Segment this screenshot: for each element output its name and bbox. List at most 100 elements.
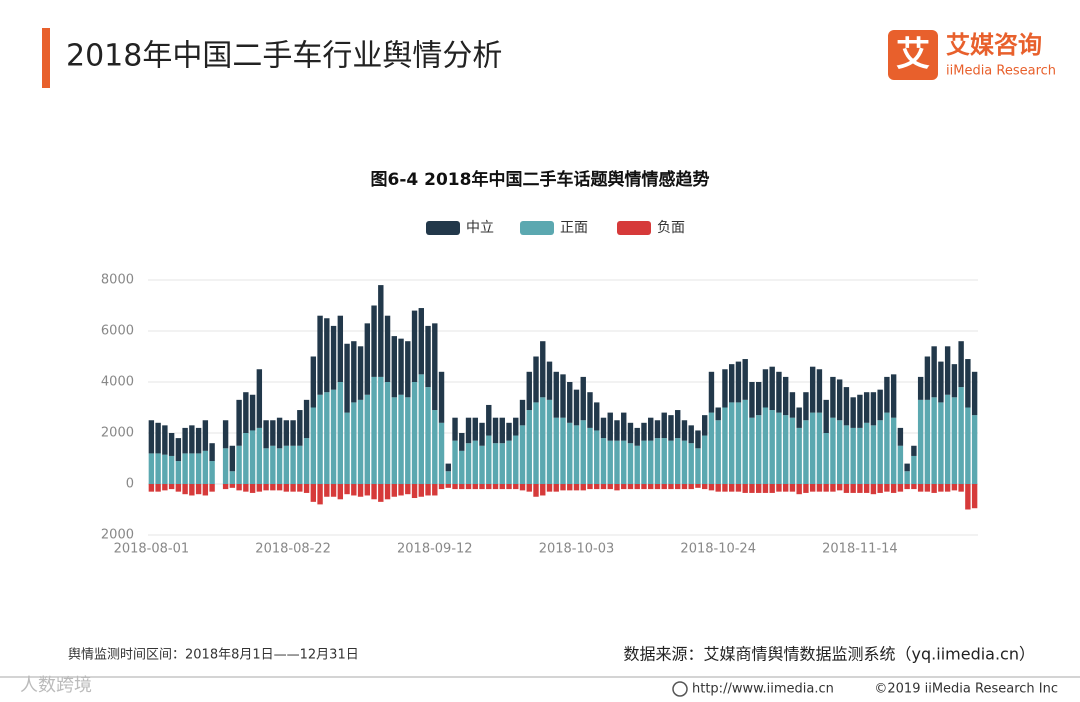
bar (337, 315, 344, 382)
bar (890, 484, 897, 493)
bar (607, 412, 613, 441)
bar (877, 484, 883, 493)
bar (823, 433, 829, 484)
logo-icon (888, 30, 938, 80)
bar (702, 415, 708, 436)
bar (715, 407, 721, 421)
bar (479, 422, 485, 446)
bar (364, 323, 371, 395)
bar (330, 325, 337, 390)
bar (249, 484, 256, 493)
bar (789, 484, 796, 492)
bar (809, 366, 816, 413)
bar (621, 484, 627, 490)
bar (411, 310, 418, 382)
bar (162, 454, 168, 484)
bar (391, 397, 397, 484)
bar (863, 422, 870, 484)
y-tick-label: 4000 (101, 375, 134, 390)
bar (594, 402, 600, 431)
bar (425, 484, 431, 496)
bar (782, 484, 789, 492)
bar (944, 394, 951, 484)
bar (236, 399, 242, 446)
bar (850, 484, 856, 493)
bar (432, 323, 438, 411)
globe-icon (672, 681, 688, 697)
bar (303, 438, 310, 484)
bar (540, 397, 546, 484)
bar (708, 371, 715, 413)
bar (438, 484, 445, 490)
bar (695, 448, 701, 484)
bar (965, 407, 971, 484)
footer-period: 舆情监测时间区间：2018年8月1日——12月31日 (68, 648, 359, 663)
bar (486, 404, 492, 436)
bar (661, 484, 667, 490)
bar (195, 453, 202, 484)
bar (519, 425, 526, 484)
bar (297, 410, 303, 446)
bar (324, 392, 330, 484)
bar (351, 341, 357, 403)
bar (634, 484, 640, 490)
bar (303, 399, 310, 439)
bar (648, 440, 654, 484)
bar (755, 415, 762, 484)
bar (553, 484, 559, 492)
bar (209, 484, 215, 492)
bar (263, 420, 269, 449)
bar (155, 422, 161, 454)
bar (587, 392, 593, 428)
bar (850, 427, 856, 484)
bar (492, 484, 499, 490)
bar (890, 374, 897, 418)
bar (256, 484, 263, 492)
bar (931, 397, 937, 484)
bar (627, 443, 634, 484)
bar (755, 484, 762, 493)
bar (290, 484, 296, 492)
bar (364, 394, 371, 484)
bar (830, 417, 836, 484)
bar (708, 412, 715, 484)
bar (229, 471, 236, 484)
bar (182, 453, 188, 484)
bar (425, 325, 431, 388)
bar (452, 484, 458, 490)
bar (863, 392, 870, 423)
bar (836, 484, 843, 491)
bar (695, 430, 701, 449)
bar (405, 484, 411, 495)
bar (567, 422, 573, 484)
bar (789, 392, 796, 418)
bar (324, 318, 330, 393)
bar (634, 445, 640, 484)
bar (769, 366, 775, 411)
bar (600, 417, 607, 439)
bar (587, 427, 593, 484)
bar (897, 427, 904, 446)
bar (627, 422, 634, 444)
bar (681, 440, 688, 484)
bar (229, 484, 236, 488)
bar (782, 415, 789, 484)
bar (546, 484, 553, 492)
bar (884, 376, 890, 413)
bar (229, 445, 236, 472)
bar (290, 420, 296, 446)
bar (641, 422, 647, 441)
bar (182, 427, 188, 454)
bar (809, 484, 816, 492)
bar (452, 417, 458, 441)
bar (803, 392, 809, 421)
bar (526, 484, 532, 492)
bar (411, 484, 418, 499)
bar (459, 433, 465, 451)
bar (398, 394, 404, 484)
x-tick-label: 2018-10-24 (680, 542, 756, 557)
bar (560, 374, 566, 418)
bar (641, 484, 647, 490)
bar (762, 407, 769, 484)
legend-label: 中立 (466, 220, 494, 236)
